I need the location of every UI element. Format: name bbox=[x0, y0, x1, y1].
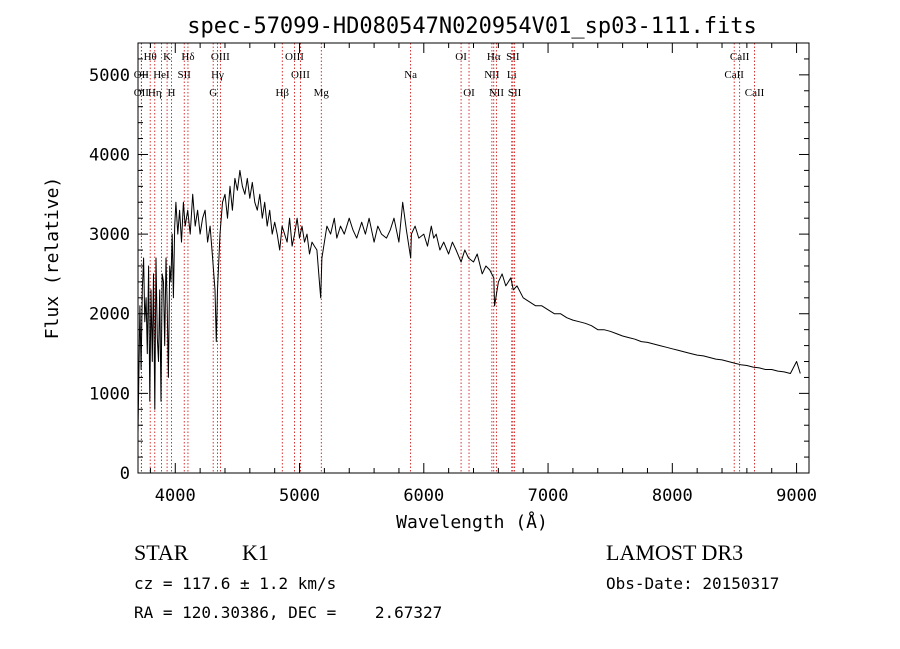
line-id-label: OI bbox=[455, 51, 467, 63]
y-tick-label: 1000 bbox=[89, 384, 130, 404]
line-id-label: K bbox=[163, 51, 171, 63]
chart-title: spec-57099-HD080547N020954V01_sp03-111.f… bbox=[187, 14, 757, 39]
x-tick-label: 8000 bbox=[652, 486, 693, 506]
line-id-label: SII bbox=[506, 51, 520, 63]
x-tick-label: 9000 bbox=[776, 486, 817, 506]
line-id-label: Hγ bbox=[211, 69, 224, 81]
line-id-label: NII bbox=[489, 87, 505, 99]
line-id-label: Hβ bbox=[275, 87, 289, 99]
line-id-label: CaII bbox=[730, 51, 750, 63]
line-id-label: Hδ bbox=[181, 51, 194, 63]
y-tick-label: 4000 bbox=[89, 145, 130, 165]
y-tick-label: 3000 bbox=[89, 225, 130, 245]
y-tick-label: 5000 bbox=[89, 66, 130, 86]
line-id-label: NII bbox=[484, 69, 500, 81]
x-tick-label: 6000 bbox=[403, 486, 444, 506]
y-tick-label: 2000 bbox=[89, 305, 130, 325]
line-id-label: OI bbox=[463, 87, 475, 99]
coordinates-label: RA = 120.30386, DEC = 2.67327 bbox=[134, 603, 442, 622]
line-id-label: HeI bbox=[153, 69, 170, 81]
survey-label: LAMOST DR3 bbox=[606, 540, 743, 565]
spectrum-series bbox=[137, 169, 801, 434]
redshift-label: cz = 117.6 ± 1.2 km/s bbox=[134, 574, 336, 593]
line-id-label: OIII bbox=[291, 69, 310, 81]
line-id-label: Hα bbox=[487, 51, 501, 63]
line-id-label: OIII bbox=[211, 51, 230, 63]
line-id-label: Li bbox=[507, 69, 517, 81]
x-axis: 4000 5000 6000 7000 8000 9000 bbox=[149, 43, 817, 506]
class-label: STAR bbox=[134, 540, 189, 565]
line-id-label: Na bbox=[404, 69, 417, 81]
line-id-label: H bbox=[167, 87, 175, 99]
line-id-label: CaII bbox=[745, 87, 765, 99]
y-axis: 0 1000 2000 3000 4000 5000 bbox=[89, 42, 809, 484]
line-id-label: CaII bbox=[724, 69, 744, 81]
spectrum-line bbox=[137, 169, 801, 434]
line-id-label: Hθ bbox=[144, 51, 157, 63]
y-tick-label: 0 bbox=[120, 464, 130, 484]
line-id-label: Mg bbox=[314, 87, 330, 99]
plot-frame bbox=[137, 42, 810, 474]
subclass-label: K1 bbox=[242, 540, 269, 565]
x-tick-label: 4000 bbox=[155, 486, 196, 506]
line-id-label: OIII bbox=[285, 51, 304, 63]
x-tick-label: 7000 bbox=[528, 486, 569, 506]
x-tick-label: 5000 bbox=[279, 486, 320, 506]
y-axis-label: Flux (relative) bbox=[42, 177, 63, 340]
x-axis-label: Wavelength (Å) bbox=[396, 511, 548, 533]
line-id-label: G bbox=[209, 87, 217, 99]
line-id-label: Hη bbox=[148, 87, 162, 99]
obs-date-label: Obs-Date: 20150317 bbox=[606, 574, 779, 593]
line-id-label: SII bbox=[177, 69, 191, 81]
line-id-label: SII bbox=[508, 87, 522, 99]
